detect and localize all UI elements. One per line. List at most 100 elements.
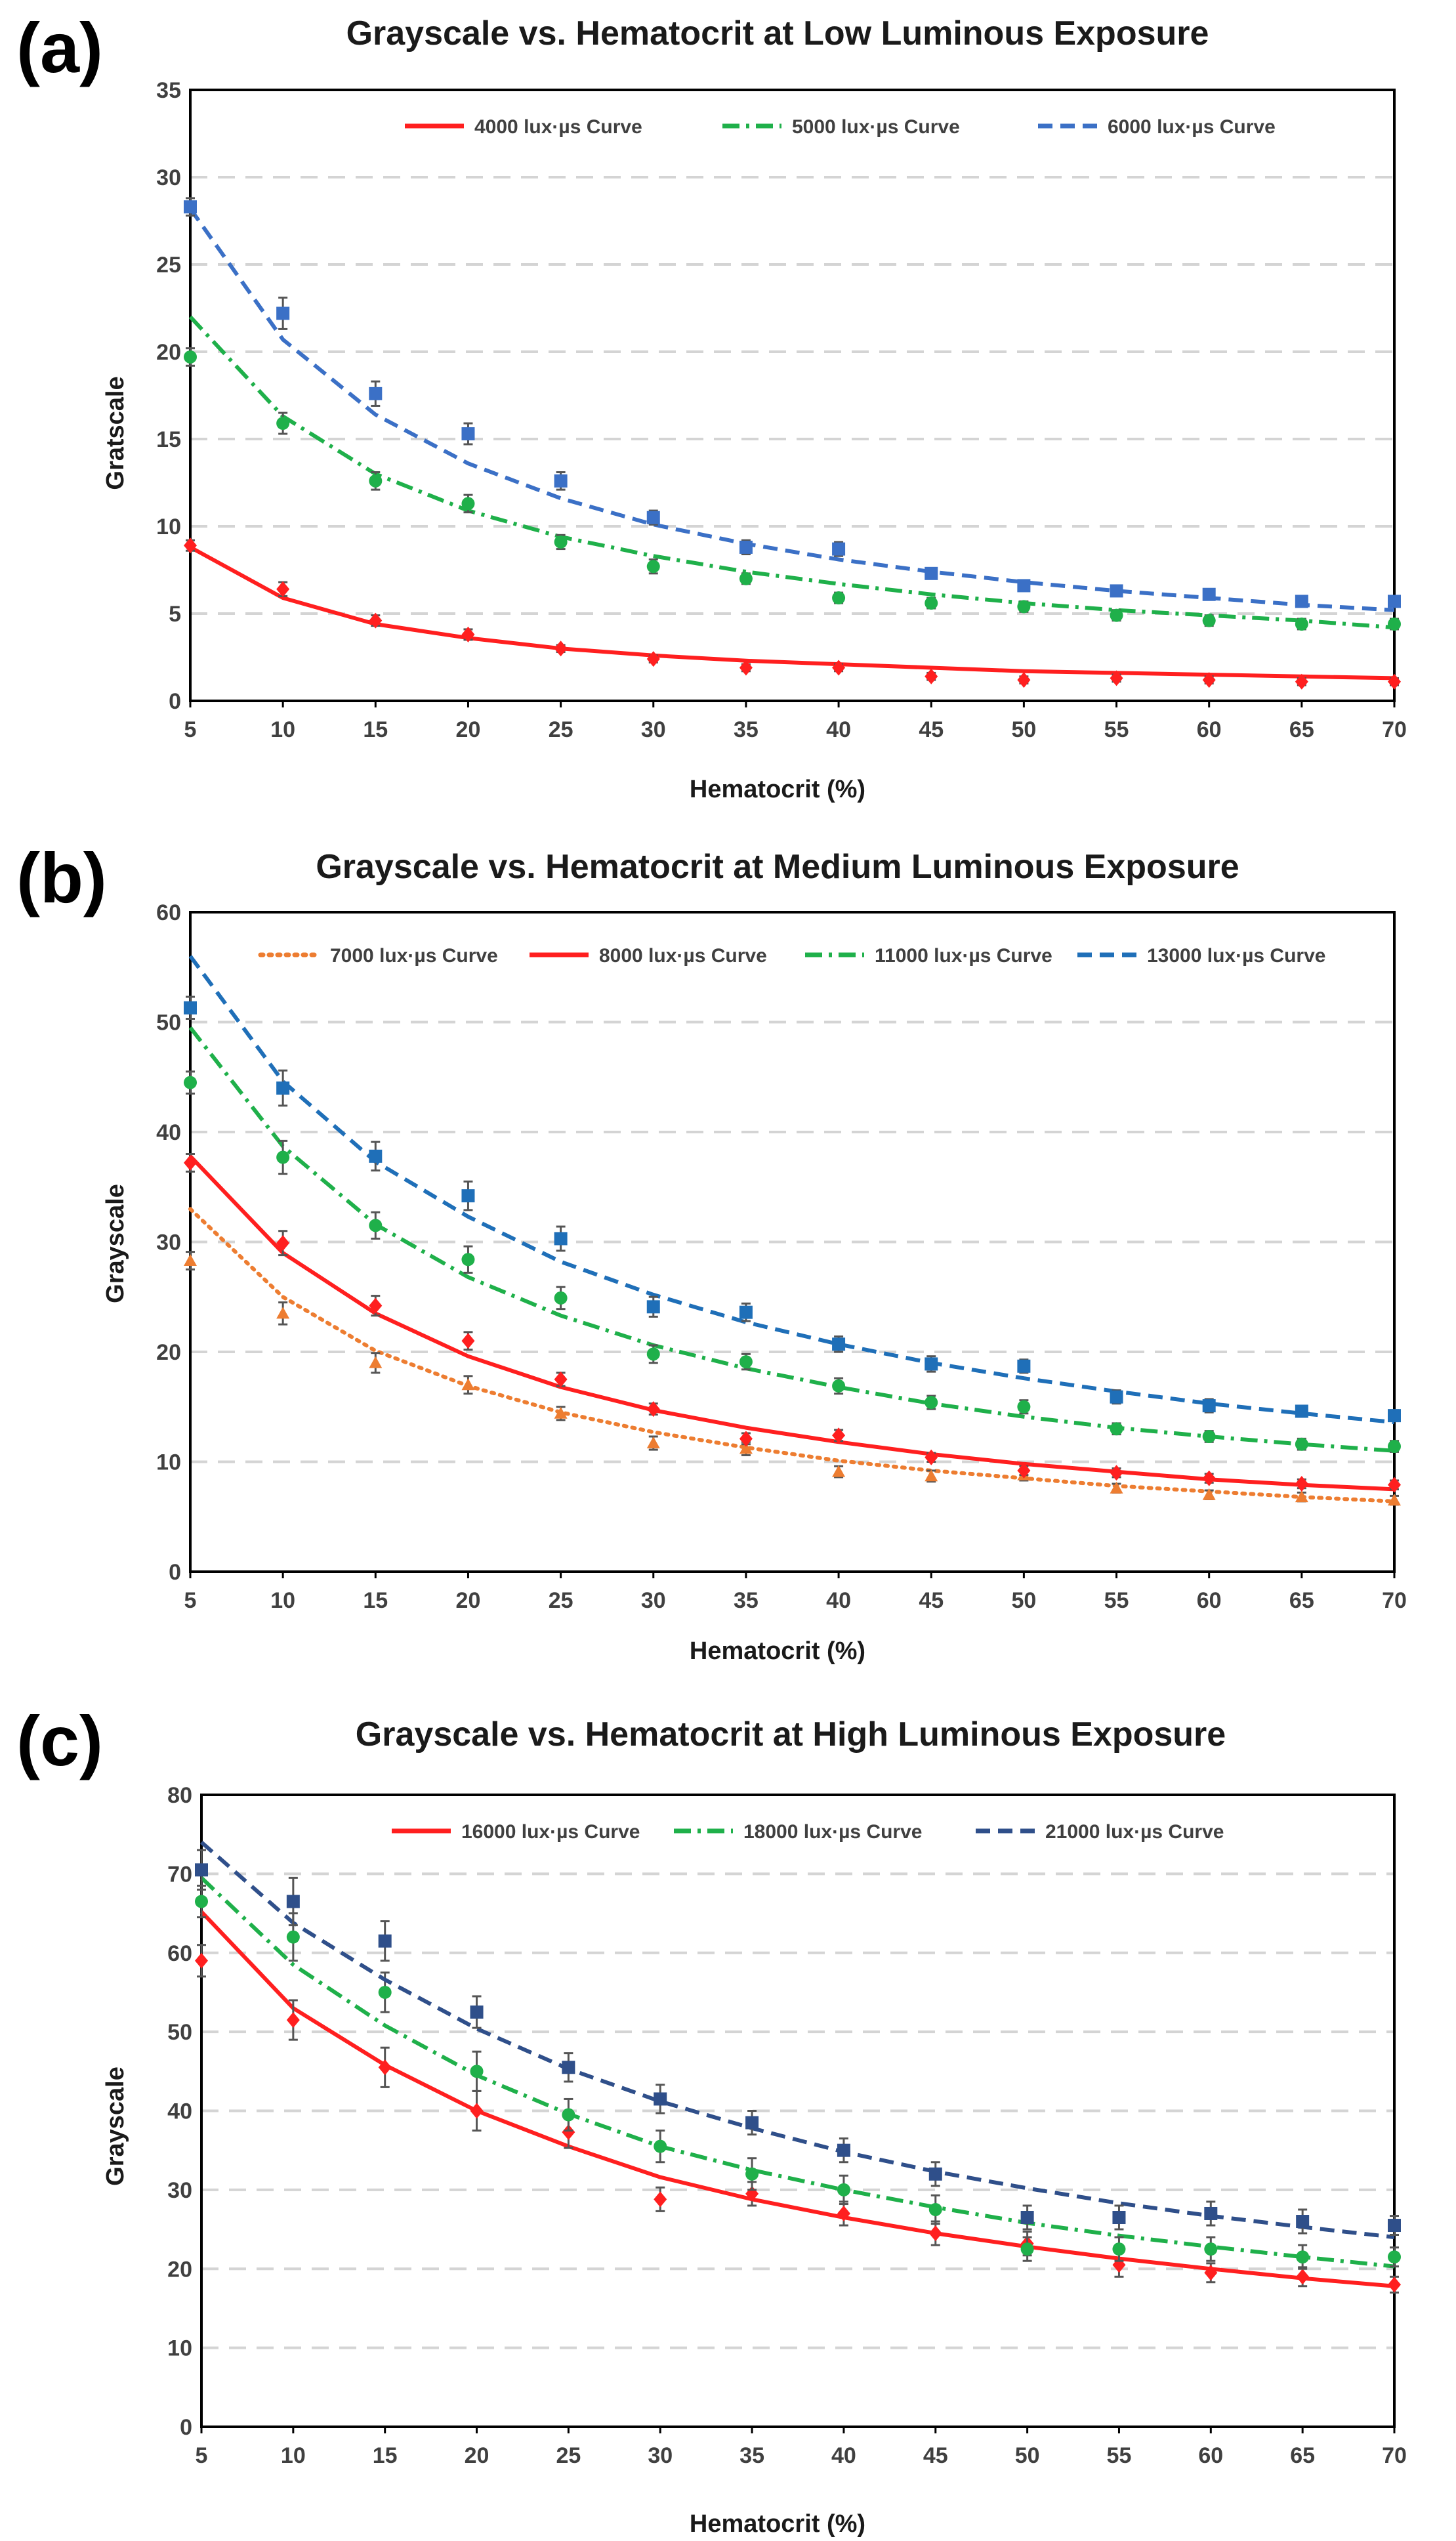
data-point-4000 (1110, 670, 1123, 686)
data-point-7000 (276, 1307, 290, 1319)
x-tick-label-b: 60 (1197, 1588, 1222, 1613)
x-tick-label-a: 25 (549, 717, 573, 742)
data-point-7000 (925, 1469, 938, 1482)
x-tick-label-b: 25 (549, 1588, 573, 1613)
data-point-5000 (832, 591, 846, 605)
data-point-11000 (832, 1379, 846, 1393)
series-4000 (184, 537, 1401, 690)
data-point-5000 (369, 474, 383, 488)
y-tick-label-c: 20 (167, 2257, 192, 2282)
data-point-21000 (1388, 2219, 1401, 2233)
chart-panel-a: (a) Grayscale vs. Hematocrit at Low Lumi… (16, 8, 1407, 803)
y-tick-label-b: 10 (156, 1450, 181, 1475)
chart-title-c: Grayscale vs. Hematocrit at High Luminou… (356, 1715, 1226, 1754)
data-point-16000 (195, 1952, 208, 1969)
data-point-7000 (1388, 1494, 1401, 1506)
y-tick-label-a: 20 (156, 340, 181, 365)
data-point-8000 (832, 1427, 846, 1444)
data-point-4000 (925, 668, 938, 684)
x-tick-label-c: 35 (739, 2443, 764, 2468)
panel-label-c: (c) (16, 1701, 103, 1780)
data-point-18000 (837, 2183, 850, 2196)
data-point-11000 (369, 1219, 383, 1232)
data-point-21000 (654, 2092, 667, 2106)
data-point-6000 (1017, 579, 1031, 593)
x-tick-label-a: 30 (641, 717, 666, 742)
data-point-16000 (378, 2059, 392, 2076)
data-point-21000 (1204, 2206, 1218, 2220)
data-point-6000 (1388, 595, 1401, 608)
legend-label-8000: 8000 lux·µs Curve (599, 945, 767, 967)
chart-title-a: Grayscale vs. Hematocrit at Low Luminous… (346, 14, 1209, 52)
y-tick-label-a: 15 (156, 427, 181, 452)
data-point-21000 (470, 2006, 484, 2019)
x-tick-label-c: 45 (923, 2443, 948, 2468)
data-point-16000 (1204, 2265, 1218, 2281)
data-point-5000 (461, 497, 475, 511)
x-tick-label-a: 20 (456, 717, 481, 742)
data-point-18000 (1020, 2242, 1034, 2256)
data-point-8000 (1295, 1476, 1308, 1492)
data-point-5000 (646, 560, 660, 574)
fit-curve-13000 (188, 955, 1395, 1425)
data-point-6000 (832, 542, 846, 556)
x-tick-label-a: 45 (919, 717, 944, 742)
x-axis-label-a: Hematocrit (%) (690, 776, 865, 803)
data-point-11000 (276, 1150, 290, 1164)
data-point-4000 (184, 537, 197, 554)
y-tick-label-c: 30 (167, 2178, 192, 2203)
x-tick-label-b: 5 (184, 1588, 197, 1613)
data-point-18000 (928, 2202, 942, 2216)
y-axis-label-a: Gratscale (102, 376, 129, 490)
data-point-5000 (739, 572, 753, 585)
data-point-11000 (1017, 1400, 1031, 1414)
data-point-6000 (369, 387, 383, 400)
data-point-7000 (1202, 1488, 1216, 1500)
y-tick-label-c: 40 (167, 2099, 192, 2124)
fit-curve-6000 (188, 207, 1395, 612)
data-point-21000 (745, 2116, 759, 2130)
data-point-18000 (1112, 2242, 1126, 2256)
y-tick-label-b: 20 (156, 1340, 181, 1365)
data-point-11000 (554, 1291, 568, 1305)
y-tick-label-b: 50 (156, 1011, 181, 1036)
x-tick-label-c: 30 (648, 2443, 673, 2468)
series-5000 (184, 315, 1401, 631)
data-point-18000 (1296, 2250, 1310, 2264)
x-tick-label-b: 70 (1382, 1588, 1407, 1613)
data-point-5000 (276, 417, 290, 430)
data-point-13000 (739, 1305, 753, 1319)
data-point-4000 (1017, 672, 1031, 688)
data-point-6000 (1110, 584, 1123, 598)
data-point-16000 (470, 2103, 484, 2119)
data-point-18000 (286, 1930, 300, 1944)
series-16000 (195, 1910, 1401, 2294)
x-tick-label-b: 50 (1011, 1588, 1036, 1613)
data-point-11000 (739, 1355, 753, 1369)
x-tick-label-c: 70 (1382, 2443, 1407, 2468)
y-tick-label-c: 50 (167, 2020, 192, 2045)
data-point-6000 (925, 566, 938, 580)
legend-label-16000: 16000 lux·µs Curve (461, 1821, 640, 1843)
data-point-8000 (554, 1371, 568, 1387)
legend-label-7000: 7000 lux·µs Curve (330, 945, 498, 967)
data-point-6000 (554, 474, 568, 488)
x-tick-label-c: 55 (1107, 2443, 1132, 2468)
y-tick-label-b: 60 (156, 900, 181, 925)
data-point-8000 (461, 1333, 475, 1349)
data-point-4000 (554, 640, 568, 657)
data-point-7000 (1110, 1481, 1123, 1494)
fit-curve-21000 (200, 1840, 1395, 2240)
series-6000 (184, 197, 1401, 612)
data-point-6000 (646, 511, 660, 524)
y-tick-label-a: 0 (169, 689, 181, 714)
x-tick-label-b: 55 (1104, 1588, 1129, 1613)
data-point-13000 (1202, 1399, 1216, 1413)
plot-frame-c (200, 1794, 1396, 2428)
x-tick-label-c: 40 (831, 2443, 856, 2468)
data-point-7000 (1295, 1490, 1308, 1503)
y-tick-label-c: 60 (167, 1941, 192, 1966)
data-point-18000 (1204, 2242, 1218, 2256)
